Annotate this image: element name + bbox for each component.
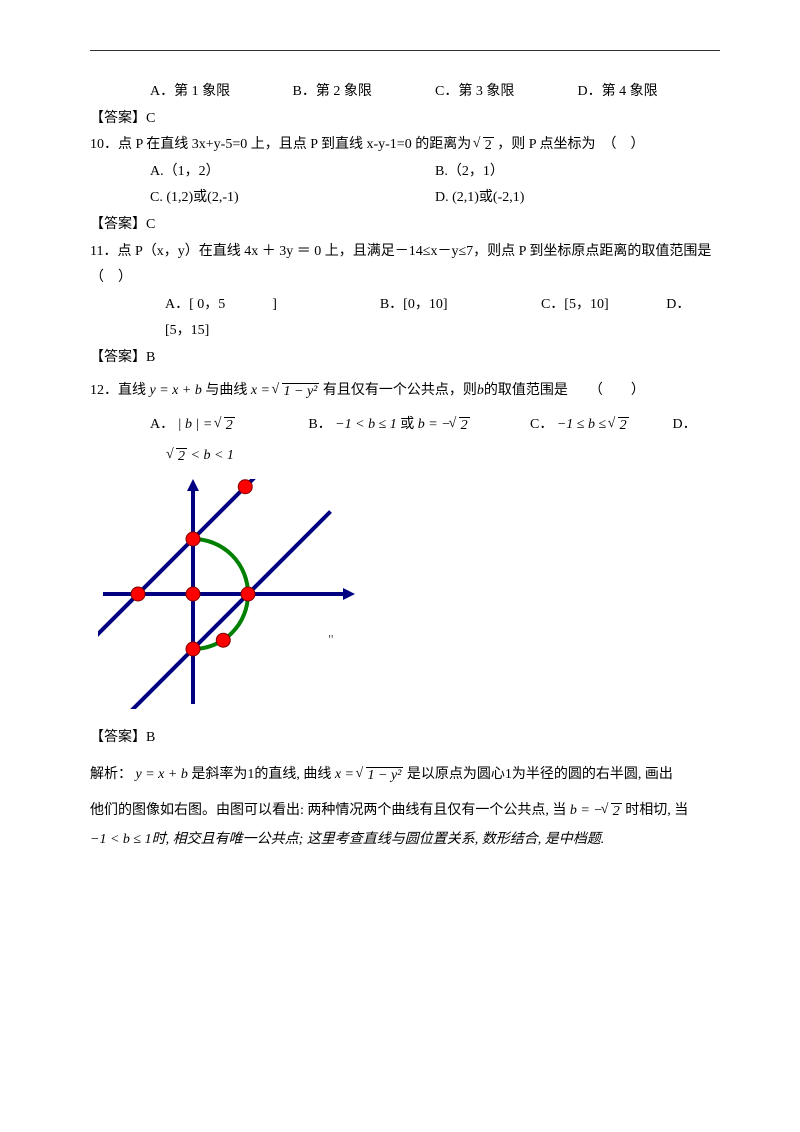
q12-opt-a-lhs: | b | =: [178, 417, 213, 432]
q12-solution: 解析： y = x + b 是斜率为1的直线, 曲线 x = 1 − y² 是以…: [90, 762, 720, 789]
q12-sol-f2: x = 1 − y²: [335, 767, 407, 782]
q12-opt-b-or: 或: [400, 417, 414, 432]
q10-opt-a: A.（1，2）: [150, 159, 435, 186]
q9-answer-label: 【答案】: [90, 111, 146, 126]
q10-opt-d: D. (2,1)或(-2,1): [435, 185, 720, 212]
q12-answer-label: 【答案】: [90, 730, 146, 745]
q12-sol-mid2: 是以原点为圆心1为半径的圆的右半圆, 画出: [407, 767, 673, 782]
q9-opt-d: D．第 4 象限: [578, 79, 721, 106]
q12-opt-c-sqrt: 2: [618, 417, 629, 433]
q10-answer-value: C: [146, 217, 155, 232]
sqrt-icon: 2: [451, 412, 470, 439]
q11-stem: 11．点 P（x，y）在直线 4x ＋ 3y ＝ 0 上，且满足－14≤x－y≤…: [90, 239, 720, 292]
q11-stem-text: 11．点 P（x，y）在直线 4x ＋ 3y ＝ 0 上，且满足－14≤x－y≤…: [90, 239, 720, 292]
q12-sol-l2a: 他们的图像如右图。由图可以看出: 两种情况两个曲线有且仅有一个公共点, 当: [90, 803, 566, 818]
q11-answer-label: 【答案】: [90, 350, 146, 365]
q12-solution-line3: −1 < b ≤ 1时, 相交且有唯一公共点; 这里考查直线与圆位置关系, 数形…: [90, 827, 720, 854]
q9-answer-value: C: [146, 111, 155, 126]
q12-opt-d-pre: D．: [673, 412, 721, 439]
graph-svg: ": [98, 479, 358, 709]
q12-sol-l3: −1 < b ≤ 1时, 相交且有唯一公共点; 这里考查直线与圆位置关系, 数形…: [90, 832, 604, 847]
q12-opt-c: C． −1 ≤ b ≤ 2: [530, 412, 673, 439]
q11-opt-d2: [5，15]: [165, 318, 720, 345]
q9-opt-c: C．第 3 象限: [435, 79, 578, 106]
q11-opt-a: A．[ 0，5 ]: [165, 292, 380, 319]
q12-opt-c-pre: C．: [530, 417, 553, 432]
q10-answer-label: 【答案】: [90, 217, 146, 232]
q11-opt-c: C．[5，10]: [541, 292, 666, 319]
sqrt-icon: 2: [216, 412, 235, 439]
q9-opt-b: B．第 2 象限: [293, 79, 436, 106]
q12-bvar: b: [477, 383, 484, 398]
top-rule: [90, 50, 720, 51]
q12-f2-pre: x =: [251, 383, 270, 398]
q12-f2: x = 1 − y²: [251, 383, 323, 398]
q12-graph: ": [98, 479, 720, 720]
sqrt-icon: 2: [603, 798, 622, 825]
q12-opt-b: B． −1 < b ≤ 1 或 b = − 2: [308, 412, 530, 439]
q11-opt-a-pre: A．[ 0，5: [165, 297, 225, 312]
sqrt-icon: 2: [610, 412, 629, 439]
q12-stem: 12．直线 y = x + b 与曲线 x = 1 − y² 有且仅有一个公共点…: [90, 378, 720, 405]
q10-options: A.（1，2） B.（2，1） C. (1,2)或(2,-1) D. (2,1)…: [90, 159, 720, 212]
q12-mid3: 的取值范围是 （ ）: [484, 383, 645, 398]
q12-f2-sqrt: 1 − y²: [282, 383, 320, 399]
q12-opt-b-p2s: 2: [459, 417, 470, 433]
q12-opt-b-p1: −1 < b ≤ 1: [335, 417, 397, 432]
q12-opt-b-p2a: b = −: [418, 417, 451, 432]
q12-opt-a-pre: A．: [150, 417, 174, 432]
q12-sol-f2-pre: x =: [335, 767, 354, 782]
q12-sol-f1: y = x + b: [136, 767, 188, 782]
q11-opt-b: B．[0，10]: [380, 292, 541, 319]
q11-options: A．[ 0，5 ] B．[0，10] C．[5，10] D． [5，15]: [90, 292, 720, 345]
q12-opt-c-lhs: −1 ≤ b ≤: [557, 417, 606, 432]
q12-options: A． | b | = 2 B． −1 < b ≤ 1 或 b = − 2 C． −…: [90, 412, 720, 469]
q12-mid2: 有且仅有一个公共点，则: [323, 383, 477, 398]
q12-mid: 与曲线: [205, 383, 247, 398]
q10-opt-c: C. (1,2)或(2,-1): [150, 185, 435, 212]
q12-opt-d-sqrt: 2: [176, 448, 187, 464]
q12-solution-line2: 他们的图像如右图。由图可以看出: 两种情况两个曲线有且仅有一个公共点, 当 b …: [90, 798, 720, 825]
q12-sol-pre: 解析：: [90, 767, 132, 782]
svg-text:": ": [328, 633, 334, 648]
page: A．第 1 象限 B．第 2 象限 C．第 3 象限 D．第 4 象限 【答案】…: [0, 0, 800, 1132]
q11-answer: 【答案】B: [90, 345, 720, 372]
q12-sol-l2c: 时相切, 当: [625, 803, 688, 818]
q12-answer: 【答案】B: [90, 725, 720, 752]
q12-answer-value: B: [146, 730, 155, 745]
q12-sol-mid1: 是斜率为1的直线, 曲线: [191, 767, 335, 782]
q12-sol-l2b: b = −: [570, 803, 603, 818]
q12-f1: y = x + b: [150, 383, 202, 398]
q12-opt-a: A． | b | = 2: [150, 412, 308, 439]
q11-opt-d: D．: [666, 292, 720, 319]
q12-sol-f2-sqrt: 1 − y²: [366, 767, 404, 783]
q11-answer-value: B: [146, 350, 155, 365]
q10-stem: 10．点 P 在直线 3x+y-5=0 上，且点 P 到直线 x-y-1=0 的…: [90, 132, 720, 159]
q12-opt-a-sqrt: 2: [224, 417, 235, 433]
q12-opt-b-pre: B．: [308, 417, 331, 432]
q9-options: A．第 1 象限 B．第 2 象限 C．第 3 象限 D．第 4 象限: [90, 79, 720, 106]
q10-stem-post: ，则 P 点坐标为 （ ）: [497, 137, 644, 152]
sqrt-icon: 2: [168, 443, 187, 470]
q10-sqrt: 2: [483, 137, 494, 153]
sqrt-icon: 1 − y²: [274, 378, 320, 405]
q11-opt-a-post: ]: [272, 297, 277, 312]
q10-opt-b: B.（2，1）: [435, 159, 720, 186]
q12-sol-l2bs: 2: [611, 803, 622, 819]
q9-answer: 【答案】C: [90, 106, 720, 133]
q12-num: 12．直线: [90, 383, 146, 398]
sqrt-icon: 1 − y²: [358, 762, 404, 789]
q10-stem-pre: 10．点 P 在直线 3x+y-5=0 上，且点 P 到直线 x-y-1=0 的…: [90, 137, 471, 152]
q12-opt-d: 2 < b < 1: [150, 443, 720, 470]
sqrt-icon: 2: [475, 132, 494, 159]
q9-opt-a: A．第 1 象限: [150, 79, 293, 106]
q10-answer: 【答案】C: [90, 212, 720, 239]
q12-opt-d-rhs: < b < 1: [191, 448, 234, 463]
